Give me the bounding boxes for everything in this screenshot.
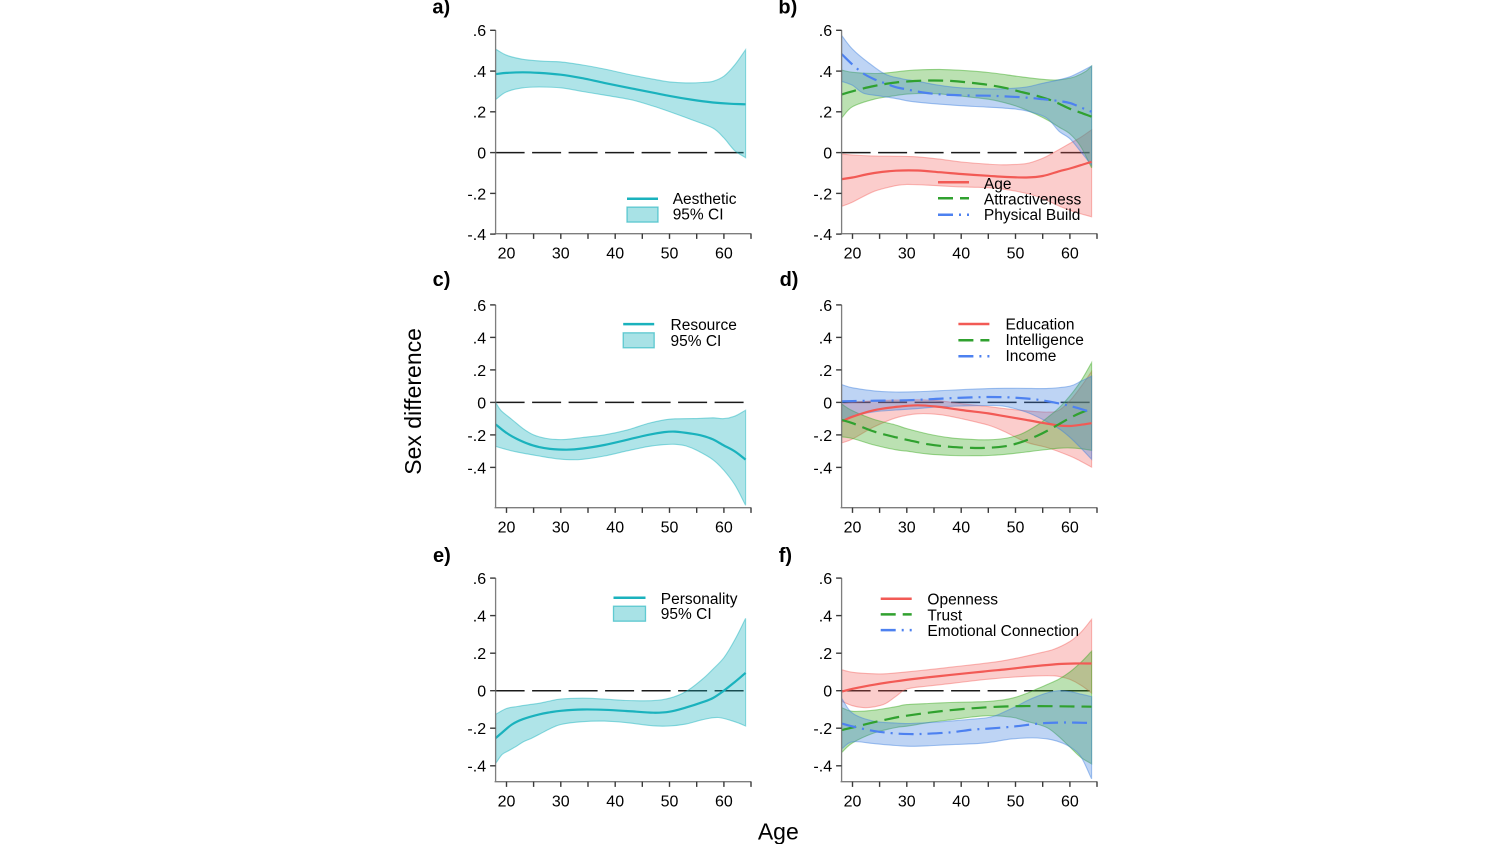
svg-text:20: 20	[844, 794, 862, 811]
svg-text:-.2: -.2	[467, 186, 486, 203]
svg-text:Personality: Personality	[661, 591, 738, 608]
svg-text:-.2: -.2	[813, 428, 832, 445]
svg-text:50: 50	[1007, 246, 1025, 263]
svg-text:30: 30	[552, 794, 570, 811]
svg-text:-.2: -.2	[467, 428, 486, 445]
svg-text:95% CI: 95% CI	[661, 606, 712, 623]
svg-text:Sex difference: Sex difference	[400, 328, 426, 475]
svg-text:50: 50	[1007, 520, 1025, 537]
svg-text:60: 60	[715, 246, 733, 263]
svg-text:0: 0	[823, 146, 832, 163]
svg-text:60: 60	[715, 520, 733, 537]
svg-text:.6: .6	[819, 23, 832, 40]
svg-text:.2: .2	[819, 105, 832, 122]
svg-text:-.2: -.2	[813, 186, 832, 203]
svg-text:d): d)	[780, 269, 799, 291]
svg-text:0: 0	[823, 684, 832, 701]
svg-text:40: 40	[606, 520, 624, 537]
svg-text:30: 30	[552, 246, 570, 263]
svg-text:0: 0	[477, 395, 486, 412]
svg-text:Physical Build: Physical Build	[984, 207, 1081, 224]
svg-text:95% CI: 95% CI	[671, 333, 722, 350]
svg-text:-.4: -.4	[467, 460, 486, 477]
svg-text:.4: .4	[473, 64, 486, 81]
svg-text:Trust: Trust	[927, 607, 962, 624]
svg-text:0: 0	[477, 684, 486, 701]
svg-text:Age: Age	[758, 819, 799, 844]
svg-text:-.2: -.2	[467, 721, 486, 738]
svg-text:30: 30	[898, 520, 916, 537]
svg-text:Aesthetic: Aesthetic	[673, 191, 737, 208]
svg-text:e): e)	[433, 545, 451, 567]
svg-text:30: 30	[552, 520, 570, 537]
svg-text:-.4: -.4	[813, 759, 832, 776]
svg-text:.4: .4	[473, 609, 486, 626]
svg-text:Attractiveness: Attractiveness	[984, 191, 1082, 208]
svg-text:c): c)	[433, 269, 451, 291]
svg-text:Education: Education	[1006, 317, 1075, 334]
svg-text:40: 40	[606, 794, 624, 811]
svg-text:.2: .2	[473, 363, 486, 380]
svg-text:.2: .2	[819, 646, 832, 663]
svg-text:95% CI: 95% CI	[673, 207, 724, 224]
svg-text:0: 0	[477, 146, 486, 163]
svg-text:40: 40	[952, 246, 970, 263]
svg-text:.4: .4	[473, 330, 486, 347]
svg-text:60: 60	[1061, 246, 1079, 263]
svg-text:30: 30	[898, 794, 916, 811]
svg-text:Intelligence: Intelligence	[1006, 332, 1084, 349]
svg-text:-.4: -.4	[467, 759, 486, 776]
svg-text:50: 50	[661, 794, 679, 811]
svg-text:b): b)	[778, 0, 797, 19]
svg-text:60: 60	[1061, 520, 1079, 537]
svg-text:50: 50	[661, 246, 679, 263]
svg-text:f): f)	[779, 545, 792, 567]
svg-text:.2: .2	[473, 105, 486, 122]
svg-text:60: 60	[715, 794, 733, 811]
svg-text:.4: .4	[819, 64, 832, 81]
svg-text:40: 40	[952, 794, 970, 811]
svg-text:Age: Age	[984, 176, 1012, 193]
svg-text:20: 20	[844, 520, 862, 537]
svg-text:20: 20	[844, 246, 862, 263]
svg-text:60: 60	[1061, 794, 1079, 811]
svg-text:-.4: -.4	[813, 227, 832, 244]
svg-text:.2: .2	[473, 646, 486, 663]
svg-text:20: 20	[498, 520, 516, 537]
svg-text:0: 0	[823, 395, 832, 412]
svg-text:.4: .4	[819, 609, 832, 626]
svg-text:.6: .6	[473, 23, 486, 40]
svg-text:-.4: -.4	[813, 460, 832, 477]
svg-text:20: 20	[498, 246, 516, 263]
svg-text:.6: .6	[819, 298, 832, 315]
svg-text:-.4: -.4	[467, 227, 486, 244]
svg-text:Resource: Resource	[671, 317, 737, 334]
svg-text:40: 40	[606, 246, 624, 263]
svg-text:.4: .4	[819, 330, 832, 347]
svg-text:.6: .6	[473, 571, 486, 588]
svg-text:50: 50	[1007, 794, 1025, 811]
svg-text:Emotional Connection: Emotional Connection	[927, 623, 1079, 640]
svg-text:.6: .6	[819, 571, 832, 588]
svg-text:.2: .2	[819, 363, 832, 380]
svg-text:40: 40	[952, 520, 970, 537]
svg-text:Income: Income	[1006, 348, 1057, 365]
svg-text:50: 50	[661, 520, 679, 537]
svg-text:20: 20	[498, 794, 516, 811]
svg-text:30: 30	[898, 246, 916, 263]
svg-text:Openness: Openness	[927, 592, 998, 609]
svg-text:-.2: -.2	[813, 721, 832, 738]
svg-text:.6: .6	[473, 298, 486, 315]
svg-text:a): a)	[432, 0, 450, 19]
